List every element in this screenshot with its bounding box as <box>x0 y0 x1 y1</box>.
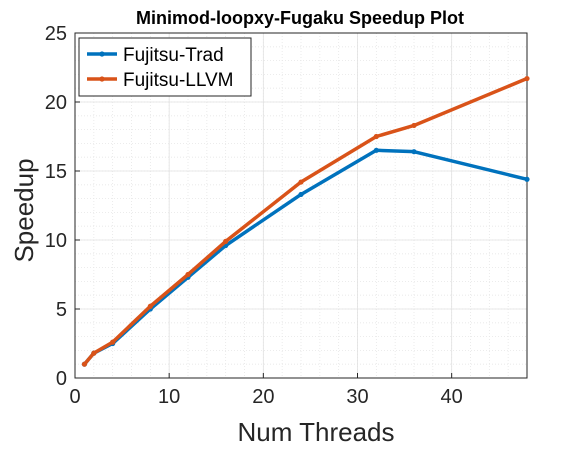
x-tick-label: 30 <box>346 386 368 408</box>
data-point <box>411 149 417 155</box>
data-point <box>185 271 191 278</box>
data-point <box>223 238 229 244</box>
series-line <box>83 76 528 366</box>
data-point <box>110 339 116 345</box>
data-point <box>81 361 88 367</box>
data-point <box>524 75 530 82</box>
data-point <box>373 133 379 140</box>
plot-area-frame <box>74 32 528 379</box>
series-line <box>83 148 528 366</box>
data-point <box>524 176 530 182</box>
legend-label: Fujitsu-LLVM <box>123 70 234 91</box>
y-tick-label: 10 <box>45 230 67 252</box>
legend-label: Fujitsu-Trad <box>123 45 224 66</box>
axis-ticks: 0 10 20 30 40 0 5 10 15 20 25 <box>45 23 463 408</box>
data-point <box>373 147 379 153</box>
data-series <box>81 75 530 367</box>
x-tick-label: 40 <box>441 386 463 408</box>
legend-item: Fujitsu-LLVM <box>87 70 234 91</box>
data-point <box>298 179 304 185</box>
y-axis-label: Speedup <box>9 158 39 262</box>
y-tick-label: 5 <box>56 299 67 321</box>
chart-title: Minimod-loopxy-Fugaku Speedup Plot <box>136 8 464 28</box>
legend-box <box>78 37 252 97</box>
legend-marker <box>99 76 105 82</box>
x-tick-label: 10 <box>158 386 180 408</box>
legend-marker <box>99 51 105 57</box>
data-point <box>411 122 417 129</box>
y-tick-label: 20 <box>45 92 67 114</box>
legend: Fujitsu-Trad Fujitsu-LLVM <box>78 37 252 97</box>
y-tick-label: 15 <box>45 161 67 183</box>
series-1 <box>81 75 530 367</box>
y-tick-label: 0 <box>56 368 67 390</box>
y-tick-label: 25 <box>45 23 67 45</box>
x-axis-label: Num Threads <box>237 417 394 447</box>
data-point <box>147 303 153 309</box>
legend-item: Fujitsu-Trad <box>87 45 224 66</box>
x-tick-label: 20 <box>252 386 274 408</box>
x-tick-label: 0 <box>69 386 80 408</box>
data-point <box>298 191 304 198</box>
data-point <box>91 350 97 356</box>
